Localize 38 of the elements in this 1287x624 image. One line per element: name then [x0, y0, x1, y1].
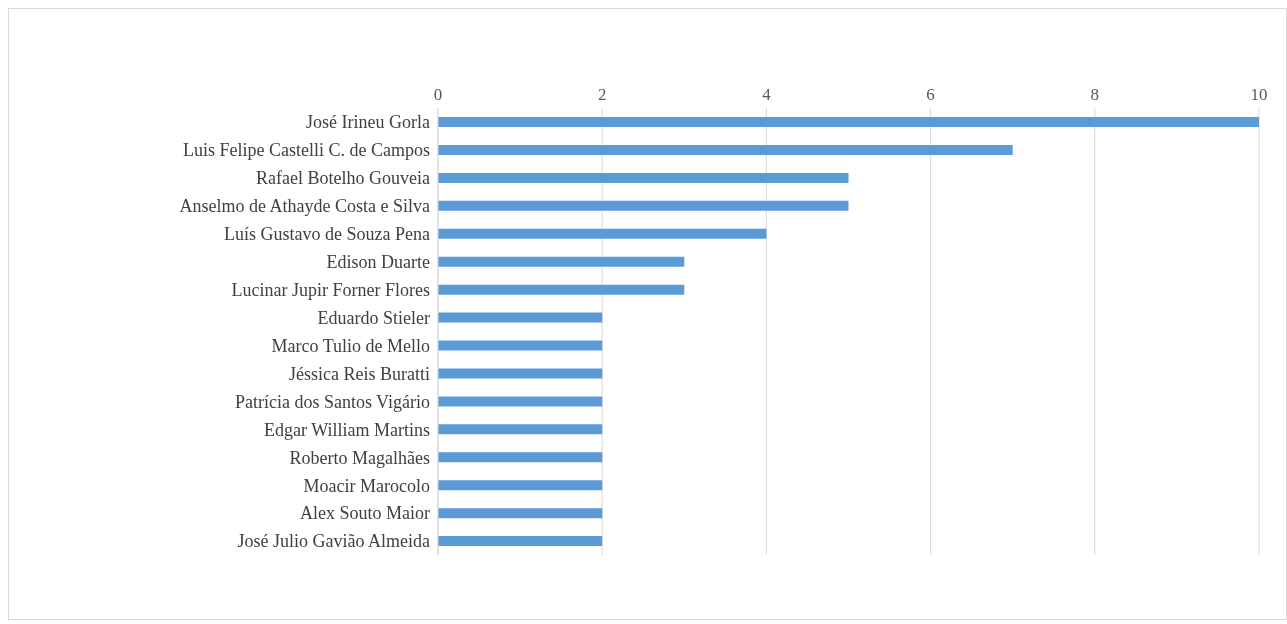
y-tick-label: Lucinar Jupir Forner Flores [231, 279, 430, 300]
bar [438, 424, 603, 435]
bar [438, 340, 603, 351]
x-tick-label: 2 [597, 85, 607, 104]
bar [438, 200, 849, 211]
x-tick-label: 4 [762, 85, 772, 104]
y-tick-label: Marco Tulio de Mello [271, 335, 430, 356]
y-tick-label: Luís Gustavo de Souza Pena [224, 224, 430, 245]
bar [438, 117, 1259, 127]
bar [438, 312, 603, 323]
bar [438, 396, 603, 407]
x-tick-label: 8 [1090, 85, 1100, 104]
y-tick-label: Roberto Magalhães [289, 447, 430, 468]
bar [438, 368, 603, 379]
bar [438, 228, 767, 239]
y-tick-label: Rafael Botelho Gouveia [256, 168, 430, 189]
y-tick-label: Patrícia dos Santos Vigário [234, 391, 430, 412]
bar [438, 172, 849, 183]
y-tick-label: Eduardo Stieler [317, 307, 430, 328]
y-tick-label: Edgar William Martins [264, 419, 430, 440]
bar [438, 284, 685, 295]
bar [438, 480, 603, 491]
bar [438, 452, 603, 463]
y-tick-label: Anselmo de Athayde Costa e Silva [179, 196, 430, 217]
x-tick-label: 10 [1250, 85, 1268, 104]
bar [438, 144, 1013, 155]
y-tick-label: José Irineu Gorla [306, 112, 430, 133]
y-tick-label: Jéssica Reis Buratti [289, 363, 430, 384]
x-tick-label: 6 [926, 85, 935, 104]
y-tick-label: Moacir Marocolo [303, 475, 430, 496]
y-tick-label: Alex Souto Maior [300, 503, 430, 524]
y-tick-label: José Julio Gavião Almeida [237, 531, 430, 552]
bar [438, 536, 603, 547]
x-tick-label: 0 [433, 85, 443, 104]
bar [438, 256, 685, 267]
bar [438, 508, 603, 519]
y-tick-label: Edison Duarte [326, 252, 430, 273]
y-tick-label: Luis Felipe Castelli C. de Campos [183, 140, 430, 161]
